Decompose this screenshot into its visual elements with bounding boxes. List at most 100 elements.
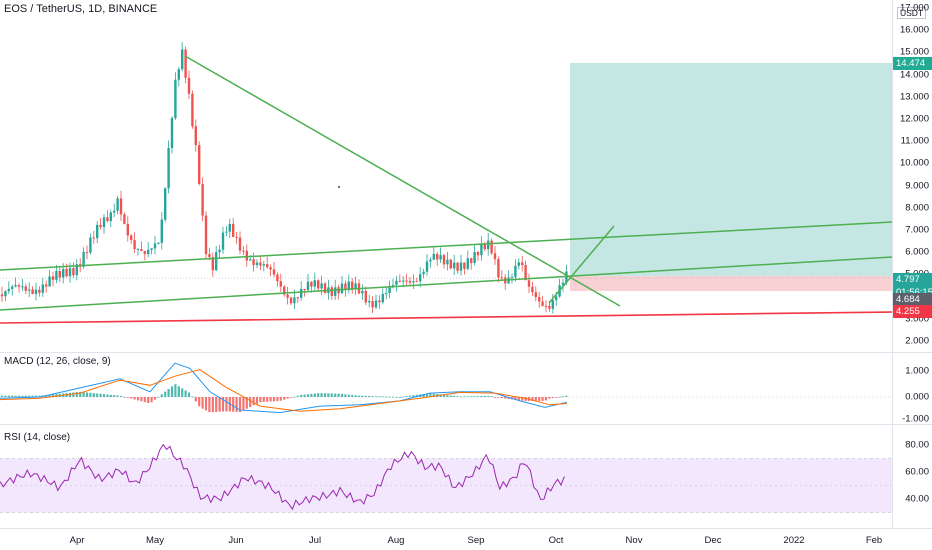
candle	[116, 196, 119, 215]
candle-body	[181, 49, 184, 70]
price-chart[interactable]	[0, 0, 892, 352]
candle-body	[7, 288, 10, 292]
macd-tick-label: -1.000	[902, 413, 929, 425]
candle	[153, 235, 157, 255]
macd-histogram-bar	[473, 396, 476, 397]
macd-histogram-bar	[140, 397, 143, 402]
candle-body	[272, 269, 276, 275]
macd-histogram-bar	[276, 397, 279, 402]
candle-body	[429, 259, 432, 262]
time-tick-label: Oct	[548, 535, 564, 546]
candle-body	[215, 252, 218, 271]
candle-body	[551, 300, 554, 309]
candle-body	[395, 280, 398, 285]
macd-pane[interactable]: MACD (12, 26, close, 9)	[0, 353, 892, 424]
candle	[136, 248, 140, 256]
macd-histogram-bar	[344, 394, 347, 397]
candle-body	[130, 235, 133, 241]
pane-separator[interactable]	[0, 352, 932, 353]
candle-body	[446, 259, 449, 265]
macd-histogram-bar	[211, 397, 214, 413]
macd-histogram-bar	[449, 395, 452, 397]
macd-histogram-bar	[262, 397, 265, 402]
candle-body	[514, 265, 517, 278]
macd-histogram-bar	[252, 397, 255, 406]
candle-body	[119, 198, 123, 215]
macd-histogram-bar	[490, 396, 493, 398]
candle-body	[51, 276, 55, 280]
candle	[344, 280, 347, 297]
candle-body	[204, 215, 208, 255]
macd-histogram-bar	[208, 397, 211, 413]
candle	[453, 254, 456, 276]
macd-histogram-bar	[11, 395, 14, 397]
candle	[473, 244, 476, 266]
candle	[493, 245, 497, 265]
macd-histogram-bar	[327, 393, 330, 397]
candle	[429, 257, 432, 268]
candle-body	[201, 183, 204, 216]
price-tick-label: 13.000	[899, 91, 929, 103]
macd-axis[interactable]: 1.000 0.000 -1.000	[892, 353, 932, 425]
candle	[368, 294, 371, 308]
candle	[371, 296, 374, 313]
candle-body	[41, 284, 44, 293]
price-pane[interactable]: EOS / TetherUS, 1D, BINANCE	[0, 0, 892, 352]
candle	[147, 242, 150, 258]
macd-histogram-bar	[351, 394, 354, 397]
candle-body	[527, 280, 531, 287]
candle-body	[354, 283, 357, 290]
candle-body	[388, 285, 391, 294]
candle-body	[123, 214, 126, 224]
macd-histogram-bar	[425, 393, 429, 397]
candle	[99, 217, 102, 230]
candle	[21, 278, 24, 291]
candle	[51, 271, 55, 287]
candle	[412, 274, 415, 289]
rsi-pane[interactable]: RSI (14, close)	[0, 425, 892, 528]
macd-histogram-bar	[514, 397, 517, 400]
candle	[347, 274, 350, 294]
candle-body	[174, 79, 177, 119]
candle	[272, 261, 276, 278]
candle	[510, 273, 514, 284]
candle-body	[89, 237, 92, 253]
candle-body	[436, 253, 439, 260]
candle-body	[160, 219, 163, 243]
candle	[96, 221, 99, 244]
macd-chart[interactable]	[0, 353, 892, 424]
macd-histogram-bar	[92, 393, 95, 397]
candle-body	[425, 261, 429, 272]
macd-histogram-bar	[55, 394, 58, 397]
candle-body	[398, 280, 401, 282]
candle	[235, 231, 238, 244]
candle-body	[473, 251, 476, 264]
macd-histogram-bar	[408, 395, 412, 397]
candle-body	[544, 305, 548, 307]
candle	[425, 254, 429, 276]
candle	[357, 279, 361, 295]
candle	[184, 46, 187, 84]
candle	[160, 211, 163, 250]
candle	[221, 226, 225, 254]
rsi-axis[interactable]: 80.00 60.00 40.00	[892, 425, 932, 528]
entry-price-tag: 4.684	[893, 293, 932, 306]
macd-histogram-bar	[320, 393, 323, 397]
macd-histogram-bar	[4, 395, 7, 397]
macd-histogram-bar	[28, 395, 31, 397]
pane-separator[interactable]	[0, 424, 932, 425]
candle-body	[38, 289, 41, 293]
rsi-chart[interactable]	[0, 425, 892, 528]
candle	[143, 250, 146, 261]
candle	[211, 252, 214, 277]
macd-histogram-bar	[402, 396, 405, 398]
macd-histogram-bar	[218, 397, 221, 412]
macd-histogram-bar	[470, 396, 473, 398]
candle-body	[136, 249, 140, 251]
candle-body	[140, 249, 143, 252]
candle-body	[456, 262, 459, 271]
currency-badge[interactable]: USDT	[897, 7, 927, 19]
candle	[449, 258, 452, 270]
candle-body	[262, 264, 265, 266]
time-axis[interactable]: Apr May Jun Jul Aug Sep Oct Nov Dec 2022 Feb	[0, 529, 892, 550]
